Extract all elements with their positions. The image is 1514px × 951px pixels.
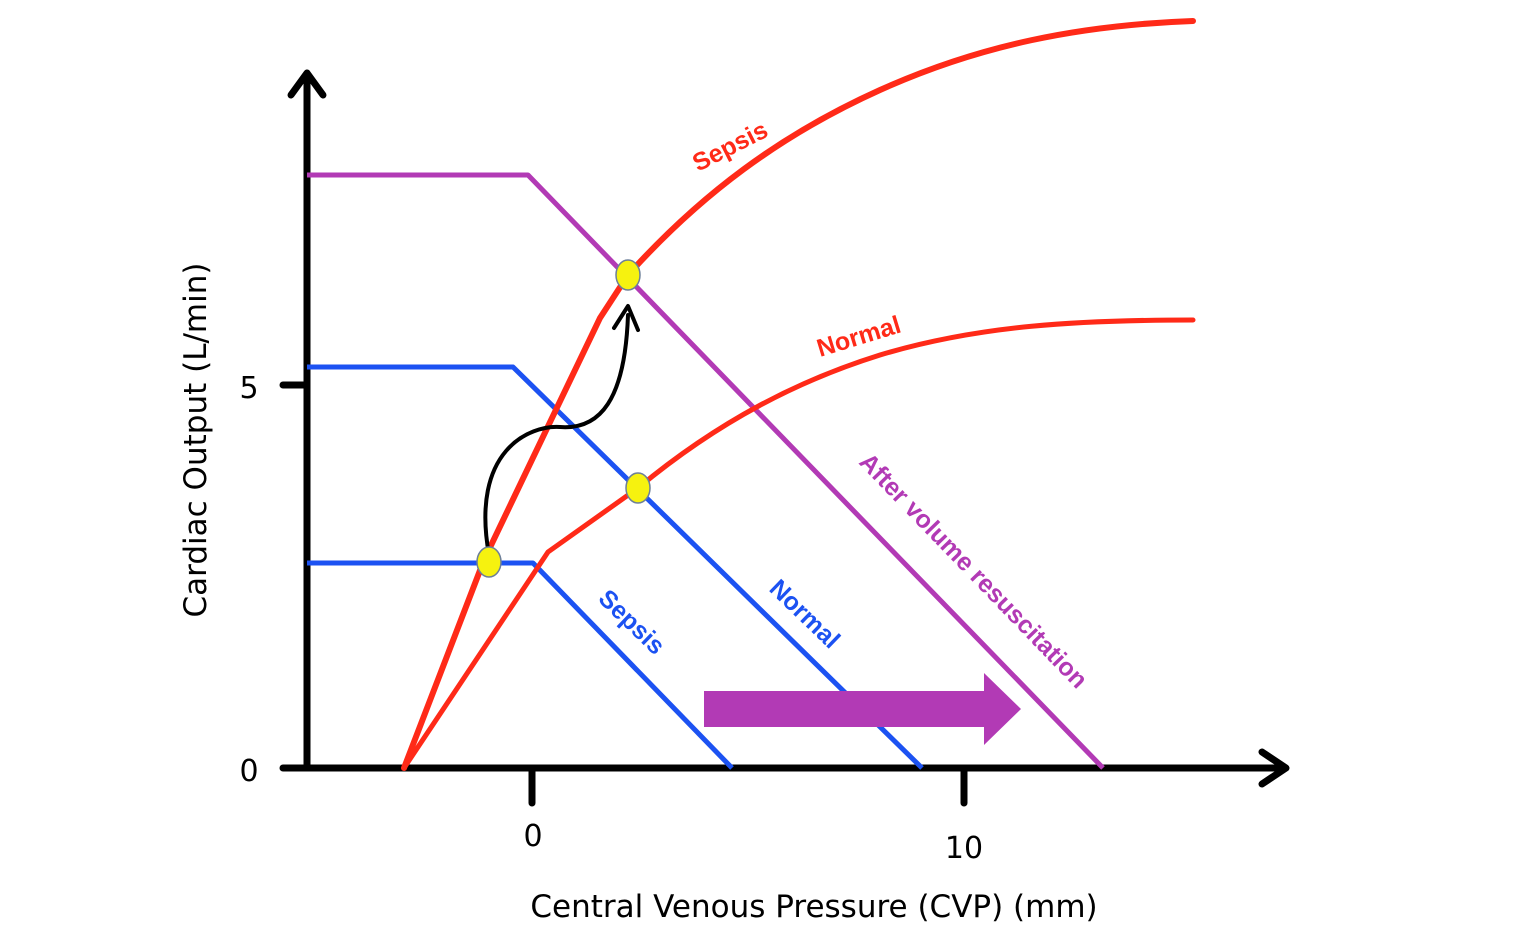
curved-arrow-icon (483, 313, 630, 557)
cardiac-curve-sepsis (401, 18, 1196, 771)
equilibrium-points (476, 259, 651, 578)
cardiac-curve-normal (401, 317, 1196, 771)
venous-return-after-volume (307, 172, 1105, 770)
label-after-volume: After volume resuscitation (854, 448, 1093, 694)
equilibrium-point-normal (625, 472, 651, 504)
venous-return-sepsis (307, 560, 734, 770)
y-axis-arrowhead (287, 69, 327, 99)
y-tick-label-0: 0 (239, 754, 258, 789)
axes (279, 69, 1290, 807)
right-arrow-icon (704, 673, 1021, 745)
label-venous-normal: Normal (764, 574, 845, 654)
venous-return-normal (307, 364, 924, 770)
x-axis-arrowhead (1258, 748, 1290, 788)
x-tick-label-10: 10 (945, 831, 983, 866)
equilibrium-point-after-volume (615, 259, 641, 291)
y-axis-label: Cardiac Output (L/min) (178, 263, 214, 618)
y-tick-label-5: 5 (239, 371, 258, 406)
x-tick-label-0: 0 (523, 819, 542, 854)
x-axis-label: Central Venous Pressure (CVP) (mm) (530, 889, 1097, 925)
cardiac-function-curves (401, 18, 1196, 771)
label-venous-sepsis: Sepsis (593, 584, 670, 660)
venous-return-curves (307, 364, 924, 770)
label-cardiac-normal: Normal (814, 311, 905, 363)
label-cardiac-sepsis: Sepsis (688, 116, 773, 178)
curved-arrow-head (612, 304, 640, 332)
equilibrium-point-sepsis (476, 546, 502, 578)
